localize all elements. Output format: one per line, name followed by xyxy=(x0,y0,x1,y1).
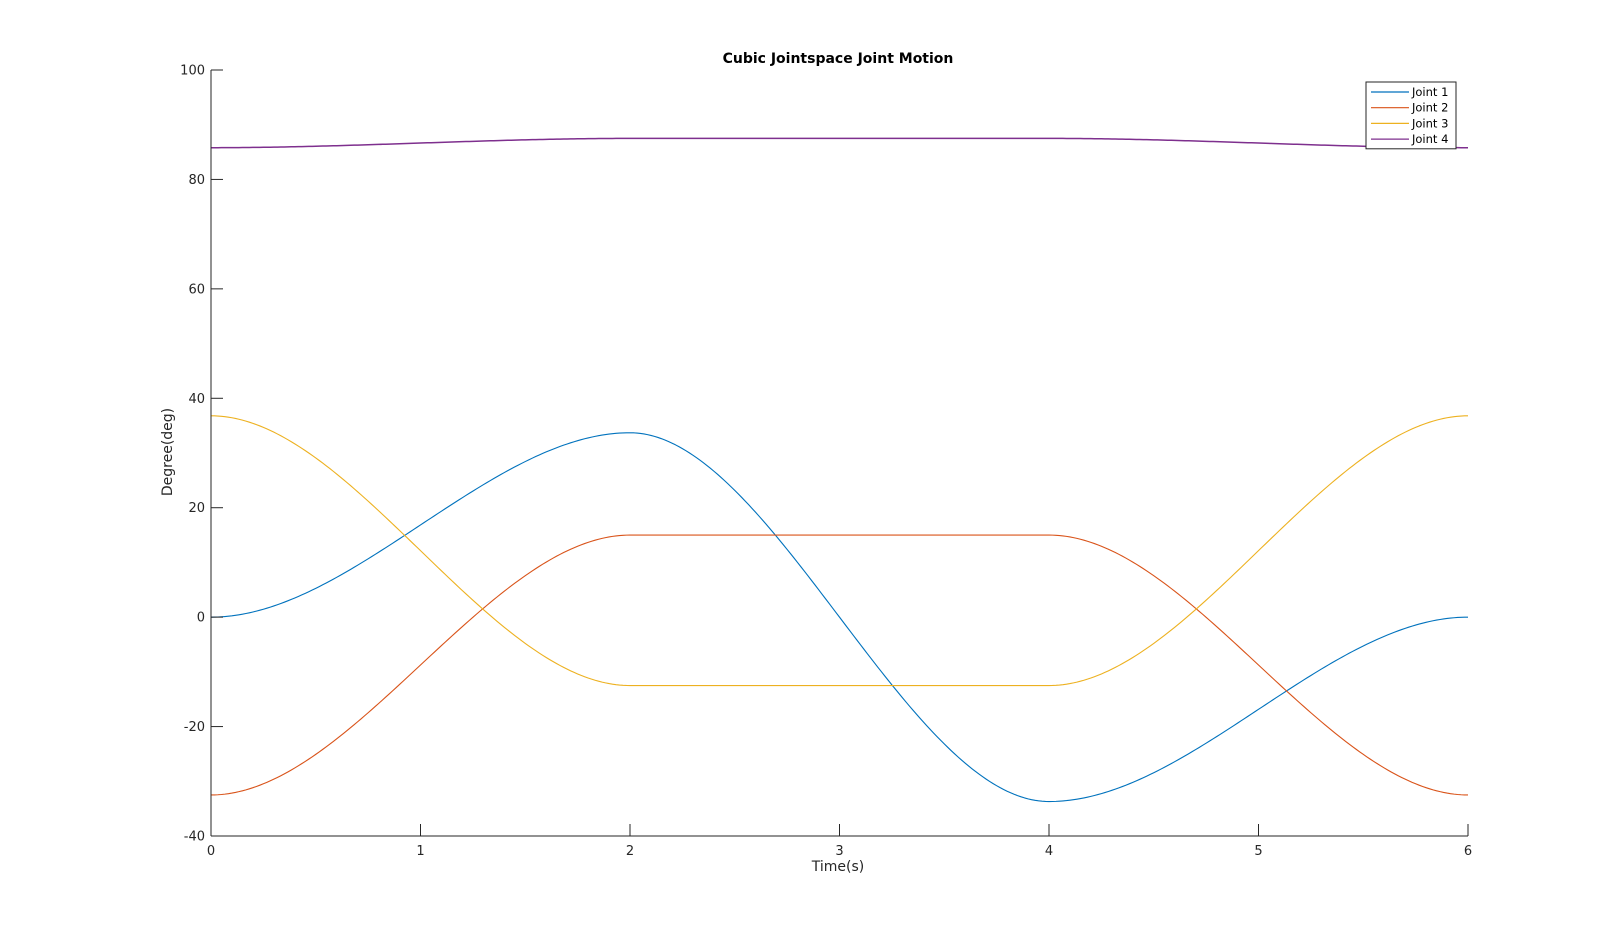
y-tick-label: -40 xyxy=(184,830,205,845)
axes-background xyxy=(211,70,1468,836)
y-tick-label: 80 xyxy=(188,173,205,188)
x-axis-label: Time(s) xyxy=(811,859,864,875)
plot-area xyxy=(211,70,1468,836)
y-tick-label: 100 xyxy=(180,64,205,79)
legend-entry-label: Joint 2 xyxy=(1411,101,1448,115)
series-line-joint-3 xyxy=(210,415,1469,687)
legend-box xyxy=(1365,81,1457,150)
legend-entry-label: Joint 1 xyxy=(1411,85,1448,99)
y-tick-label: 40 xyxy=(188,392,205,407)
x-tick-label: 2 xyxy=(626,844,634,859)
x-tick-label: 6 xyxy=(1464,844,1472,859)
y-tick-label: -20 xyxy=(184,720,205,735)
series-line-joint-4 xyxy=(211,137,1468,149)
series-line-joint-1 xyxy=(210,432,1469,803)
legend-entry-label: Joint 3 xyxy=(1411,116,1448,130)
legend-entry-label: Joint 4 xyxy=(1411,132,1448,146)
x-tick-label: 0 xyxy=(207,844,215,859)
y-tick-label: 60 xyxy=(188,282,205,297)
x-tick-label: 4 xyxy=(1045,844,1053,859)
x-tick-label: 3 xyxy=(835,844,843,859)
y-tick-label: 0 xyxy=(197,611,205,626)
chart-title: Cubic Jointspace Joint Motion xyxy=(723,51,954,67)
x-tick-label: 5 xyxy=(1254,844,1262,859)
y-axis-label: Degree(deg) xyxy=(160,408,176,496)
series-layer xyxy=(210,137,1469,803)
series-line-joint-2 xyxy=(210,534,1469,796)
x-tick-label: 1 xyxy=(416,844,424,859)
y-tick-label: 20 xyxy=(188,501,205,516)
axes-layer: 0 1 2 3 4 5 6 -40 -20 0 20 40 60 80 100 xyxy=(180,64,1472,860)
